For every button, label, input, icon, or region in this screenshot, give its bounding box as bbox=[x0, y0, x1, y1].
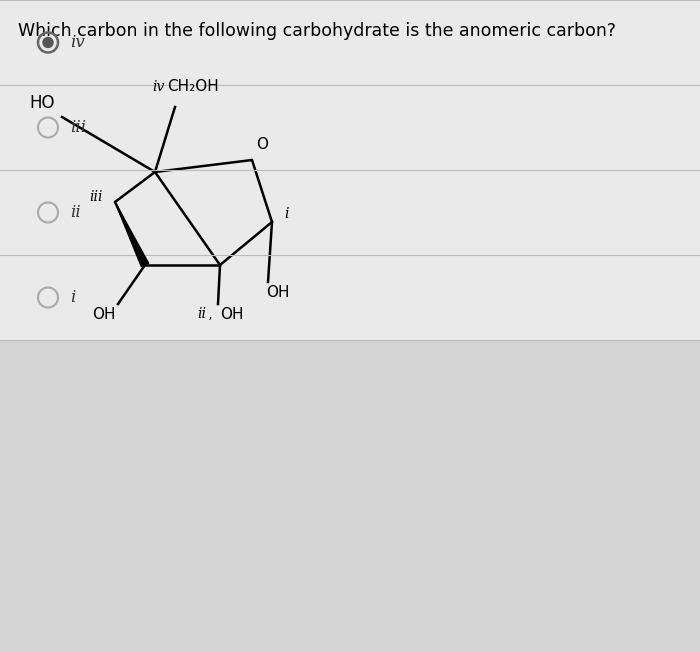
Polygon shape bbox=[115, 202, 148, 267]
Text: iii: iii bbox=[70, 119, 86, 136]
FancyBboxPatch shape bbox=[0, 340, 700, 652]
Text: CH₂OH: CH₂OH bbox=[167, 79, 218, 94]
Text: O: O bbox=[256, 137, 268, 152]
Text: i: i bbox=[70, 289, 76, 306]
Text: HO: HO bbox=[29, 94, 55, 112]
Text: i: i bbox=[284, 207, 288, 221]
Text: iv: iv bbox=[153, 80, 165, 94]
Text: OH: OH bbox=[266, 285, 290, 300]
Circle shape bbox=[43, 38, 53, 48]
Text: ii: ii bbox=[70, 204, 80, 221]
Text: iv: iv bbox=[70, 34, 85, 51]
Text: Which carbon in the following carbohydrate is the anomeric carbon?: Which carbon in the following carbohydra… bbox=[18, 22, 616, 40]
Text: iii: iii bbox=[90, 190, 103, 204]
Text: OH: OH bbox=[92, 307, 116, 322]
Text: OH: OH bbox=[220, 307, 244, 322]
FancyBboxPatch shape bbox=[0, 0, 700, 340]
Text: ii: ii bbox=[197, 307, 206, 321]
Text: ʼ: ʼ bbox=[208, 317, 212, 330]
